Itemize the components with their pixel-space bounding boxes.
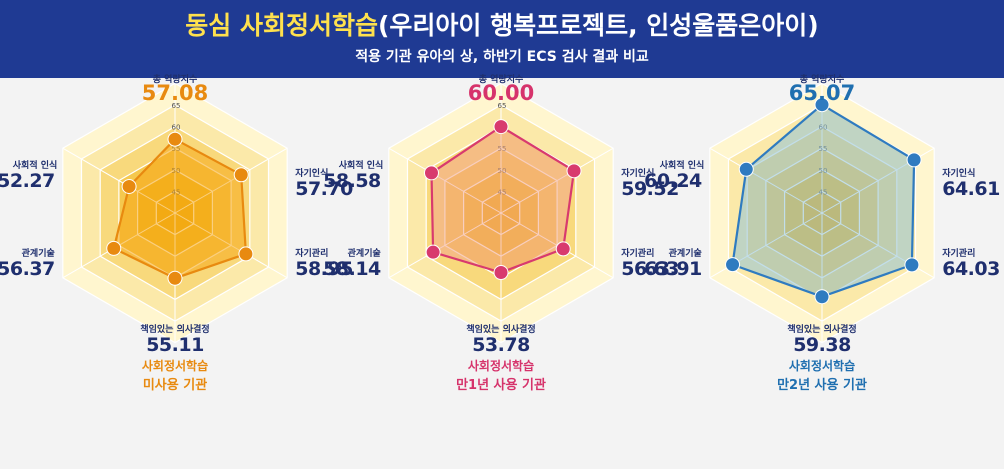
title-rest: (우리아이 행복프로젝트, 인성울품은아이): [377, 11, 819, 40]
page-subtitle: 적용 기관 유아의 상, 하반기 ECS 검사 결과 비교: [355, 49, 649, 65]
axis-label-self-management: 자기관리 64.03: [942, 249, 1000, 280]
axis-label-relationship: 관계기술 58.14: [323, 249, 381, 280]
radar-svg: 4550556065: [62, 82, 288, 344]
axis-value: 56.63: [621, 258, 679, 280]
title-highlight: 동심 사회정서학습: [185, 11, 378, 40]
radar-tick-label: 60: [172, 124, 181, 132]
axis-value: 63.91: [644, 258, 702, 280]
axis-label-social-awareness: 사회적 인식 58.58: [323, 161, 384, 192]
axis-label-relationship: 관계기술 56.37: [0, 249, 55, 280]
total-index-label: 총 역량지수: [152, 75, 198, 85]
axis-value: 58.14: [323, 258, 381, 280]
axis-label-responsible-decision: 책임있는 의사결정 59.38: [752, 325, 892, 356]
axis-name: 자기관리: [621, 249, 655, 259]
axis-value: 60.24: [644, 170, 702, 192]
axis-name: 관계기술: [21, 249, 55, 259]
axis-name: 자기인식: [295, 169, 329, 179]
axis-value: 58.58: [323, 170, 381, 192]
radar-tick-label: 65: [172, 102, 181, 110]
radar-point-social-awareness: [738, 161, 754, 177]
radar-point-self-awareness: [233, 167, 249, 183]
radar-point-responsible-decision: [493, 265, 509, 281]
radar-point-relationship: [725, 257, 741, 273]
axis-name: 자기인식: [621, 169, 655, 179]
axis-value: 52.27: [0, 170, 55, 192]
group-caption-line1: 사회정서학습: [141, 359, 209, 373]
axis-name: 사회적 인식: [338, 161, 384, 171]
total-index-label: 총 역량지수: [799, 75, 845, 85]
radar-point-social-awareness: [423, 165, 439, 181]
group-caption-line2: 만1년 사용 기관: [456, 378, 546, 393]
axis-name: 자기관리: [942, 249, 976, 259]
axis-value: 59.38: [793, 334, 851, 356]
radar-point-self-management: [555, 241, 571, 257]
axis-label-self-management: 자기관리 58.95: [295, 249, 353, 280]
radar-point-self-awareness: [906, 152, 922, 168]
radar-point-total: [493, 119, 509, 135]
radar-svg: 4550556065: [709, 82, 935, 344]
page-title: 동심 사회정서학습(우리아이 행복프로젝트, 인성울품은아이): [0, 6, 1004, 42]
header-banner: 동심 사회정서학습(우리아이 행복프로젝트, 인성울품은아이) 적용 기관 유아…: [0, 0, 1004, 78]
axis-name: 사회적 인식: [12, 161, 58, 171]
axis-name: 자기관리: [295, 249, 329, 259]
axis-label-responsible-decision: 책임있는 의사결정 53.78: [431, 325, 571, 356]
axis-name: 책임있는 의사결정: [466, 325, 536, 335]
axis-value: 59.52: [621, 178, 679, 200]
radar-point-relationship: [106, 240, 122, 256]
axis-name: 책임있는 의사결정: [787, 325, 857, 335]
axis-name: 자기인식: [942, 169, 976, 179]
radar-point-responsible-decision: [814, 289, 830, 305]
axis-name: 관계기술: [668, 249, 702, 259]
axis-label-responsible-decision: 책임있는 의사결정 55.11: [105, 325, 245, 356]
group-caption-line2: 미사용 기관: [142, 378, 208, 393]
axis-value: 64.03: [942, 258, 1000, 280]
radar-point-total: [814, 97, 830, 113]
total-index-value: 65.07: [788, 81, 856, 105]
total-index-value: 60.00: [467, 81, 535, 105]
group-caption-line2: 만2년 사용 기관: [777, 378, 867, 393]
axis-name: 사회적 인식: [659, 161, 705, 171]
axis-label-social-awareness: 사회적 인식 60.24: [644, 161, 705, 192]
axis-label-relationship: 관계기술 63.91: [644, 249, 702, 280]
radar-point-total: [167, 131, 183, 147]
charts-area: 4550556065총 역량지수57.08자기인식57.70자기관리58.95책…: [0, 75, 1004, 469]
axis-value: 55.11: [146, 334, 204, 356]
axis-label-self-awareness: 자기인식 59.52: [621, 169, 679, 200]
radar-svg: 4550556065: [388, 82, 614, 344]
radar-tick-label: 65: [498, 102, 507, 110]
total-index-value: 57.08: [141, 81, 209, 105]
axis-value: 56.37: [0, 258, 55, 280]
radar-point-responsible-decision: [167, 270, 183, 286]
total-index-label: 총 역량지수: [478, 75, 524, 85]
radar-point-self-management: [238, 246, 254, 262]
axis-name: 책임있는 의사결정: [140, 325, 210, 335]
radar-point-relationship: [425, 244, 441, 260]
radar-point-self-awareness: [566, 163, 582, 179]
axis-value: 58.95: [295, 258, 353, 280]
group-caption-line1: 사회정서학습: [467, 359, 535, 373]
axis-label-social-awareness: 사회적 인식 52.27: [0, 161, 58, 192]
radar-point-self-management: [904, 257, 920, 273]
axis-name: 관계기술: [347, 249, 381, 259]
axis-value: 57.70: [295, 178, 353, 200]
axis-label-self-awareness: 자기인식 57.70: [295, 169, 353, 200]
radar-point-social-awareness: [121, 178, 137, 194]
group-caption-line1: 사회정서학습: [788, 359, 856, 373]
axis-label-self-management: 자기관리 56.63: [621, 249, 679, 280]
axis-value: 53.78: [472, 334, 530, 356]
axis-value: 64.61: [942, 178, 1000, 200]
axis-label-self-awareness: 자기인식 64.61: [942, 169, 1000, 200]
